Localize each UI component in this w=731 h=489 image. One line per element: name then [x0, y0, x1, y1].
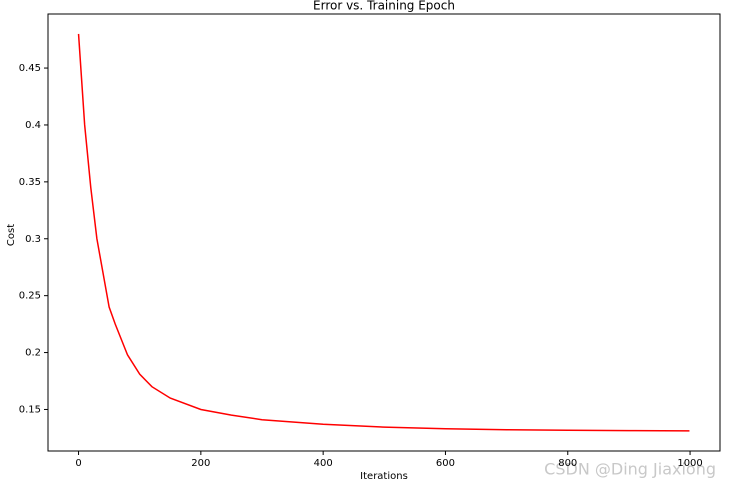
y-tick-label: 0.15 — [19, 404, 41, 415]
line-series — [77, 33, 690, 432]
y-tick-label: 0.45 — [19, 63, 41, 74]
x-tick-label: 800 — [558, 458, 577, 469]
y-tick-label: 0.35 — [19, 177, 41, 188]
y-tick-label: 0.25 — [19, 291, 41, 302]
y-tick-label: 0.4 — [25, 120, 41, 131]
x-tick-label: 1000 — [677, 458, 702, 469]
x-tick-label: 600 — [436, 458, 455, 469]
x-tick-label: 400 — [314, 458, 333, 469]
chart-title: Error vs. Training Epoch — [313, 0, 455, 13]
y-axis-label: Cost — [6, 224, 17, 246]
x-axis-label: Iterations — [360, 471, 408, 482]
x-tick-label: 0 — [75, 458, 81, 469]
axes-frame — [47, 13, 721, 452]
y-tick-label: 0.2 — [25, 348, 41, 359]
x-tick-label: 200 — [191, 458, 210, 469]
watermark: CSDN @Ding Jiaxiong — [544, 460, 716, 479]
y-tick-label: 0.3 — [25, 234, 41, 245]
